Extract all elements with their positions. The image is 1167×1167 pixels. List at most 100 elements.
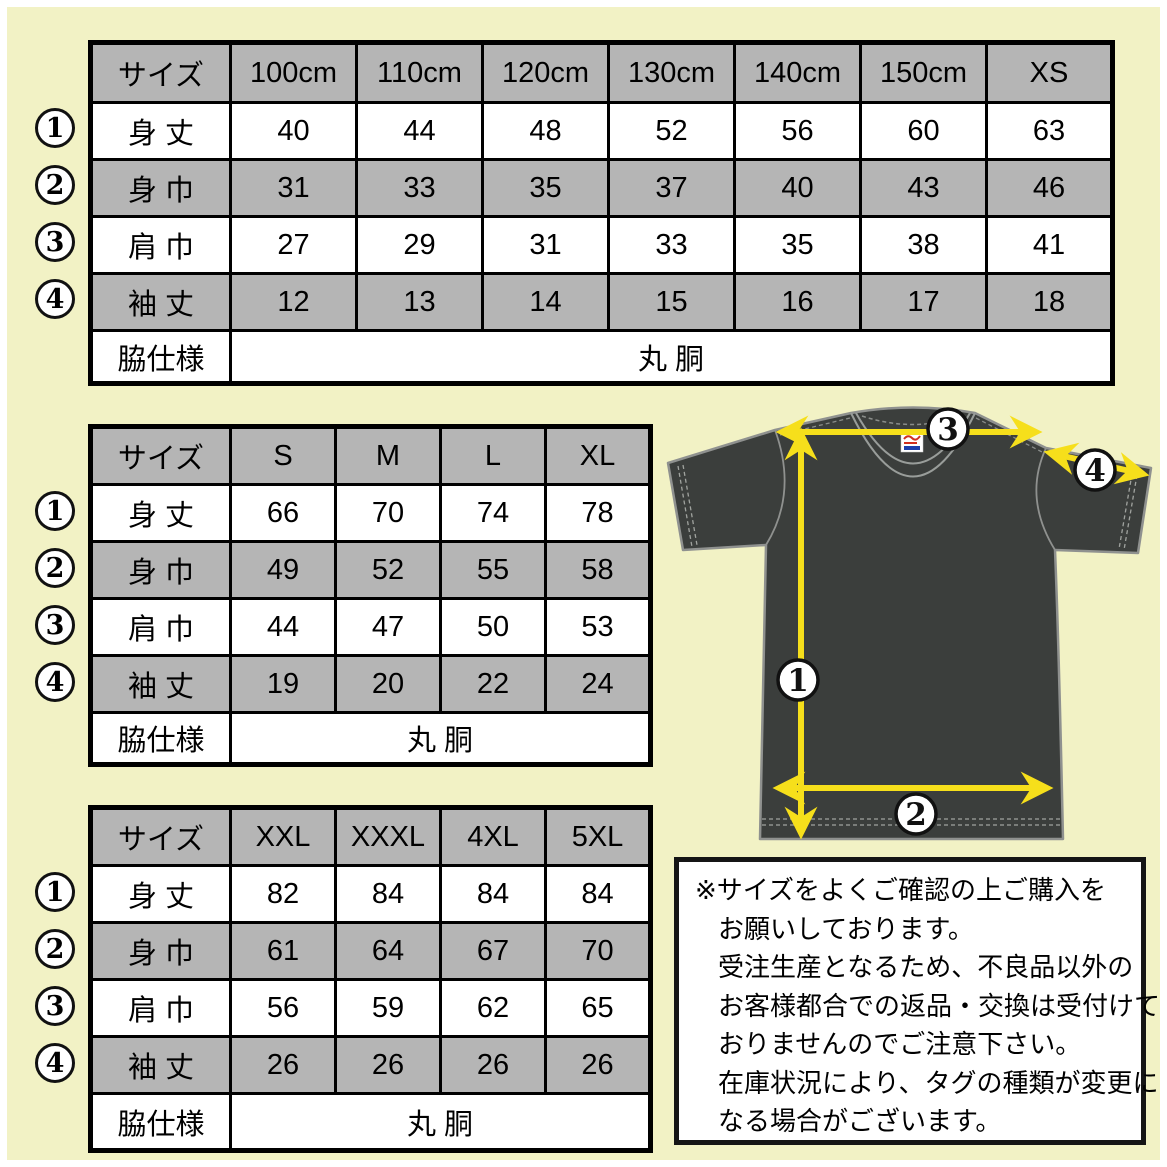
marker-digit: 2: [45, 552, 65, 584]
value-cell: 38: [859, 215, 988, 275]
row-label: 肩 巾: [89, 215, 232, 275]
col-header: 150cm: [859, 41, 988, 104]
value-cell: 70: [334, 483, 442, 543]
value-cell: 41: [985, 215, 1114, 275]
value-cell: 31: [229, 158, 358, 218]
notice-line: お願いしております。: [718, 913, 974, 944]
col-header: 140cm: [733, 41, 862, 104]
value-cell: 55: [439, 540, 547, 600]
value-cell: 12: [229, 272, 358, 332]
row-label: 身 丈: [89, 101, 232, 161]
value-cell: 29: [355, 215, 484, 275]
value-cell: 50: [439, 597, 547, 657]
value-cell: 52: [607, 101, 736, 161]
marker-digit: 1: [45, 495, 65, 527]
row-label: 身 丈: [89, 483, 232, 543]
value-cell: 60: [859, 101, 988, 161]
diagram-marker-circle: [926, 407, 970, 451]
value-cell: 65: [544, 978, 652, 1038]
col-header: XXL: [229, 806, 337, 867]
footer-label: 脇仕様: [89, 711, 232, 766]
marker-digit: 2: [45, 933, 65, 965]
col-header: 5XL: [544, 806, 652, 867]
value-cell: 26: [229, 1035, 337, 1095]
value-cell: 18: [985, 272, 1114, 332]
notice-line: なる場合がございます。: [718, 1106, 1002, 1136]
value-cell: 40: [229, 101, 358, 161]
marker-body-width: 2: [35, 165, 75, 205]
size-header: サイズ: [89, 806, 232, 867]
value-cell: 53: [544, 597, 652, 657]
row-label: 身 巾: [89, 540, 232, 600]
marker-shoulder-width: 3: [35, 222, 75, 262]
col-header: 100cm: [229, 41, 358, 104]
value-cell: 48: [481, 101, 610, 161]
value-cell: 31: [481, 215, 610, 275]
marker-body-length: 1: [35, 108, 75, 148]
marker-digit: 3: [45, 226, 65, 258]
row-label: 袖 丈: [89, 1035, 232, 1095]
col-header: XL: [544, 425, 652, 486]
adult-size-table: サイズ S M L XL 身 丈 66 70 74 78 身 巾 49 52 5…: [88, 424, 653, 767]
size-header: サイズ: [89, 41, 232, 104]
col-header: XXXL: [334, 806, 442, 867]
purchase-notice-box: ※サイズをよくご確認の上ご購入を お願いしております。 受注生産となるため、不良…: [674, 857, 1160, 1145]
footer-label: 脇仕様: [89, 329, 232, 385]
marker-digit: 4: [45, 283, 65, 315]
value-cell: 24: [544, 654, 652, 714]
col-header: 120cm: [481, 41, 610, 104]
value-cell: 26: [439, 1035, 547, 1095]
value-cell: 74: [439, 483, 547, 543]
value-cell: 61: [229, 921, 337, 981]
col-header: M: [334, 425, 442, 486]
footer-value: 丸 胴: [229, 329, 1114, 385]
value-cell: 56: [733, 101, 862, 161]
marker-sleeve-length: 4: [35, 1043, 75, 1083]
diagram-marker-1: 1: [787, 663, 809, 699]
row-label: 肩 巾: [89, 597, 232, 657]
marker-digit: 1: [45, 112, 65, 144]
col-header: L: [439, 425, 547, 486]
value-cell: 13: [355, 272, 484, 332]
marker-sleeve-length: 4: [35, 279, 75, 319]
value-cell: 26: [334, 1035, 442, 1095]
value-cell: 16: [733, 272, 862, 332]
value-cell: 70: [544, 921, 652, 981]
value-cell: 35: [481, 158, 610, 218]
value-cell: 82: [229, 864, 337, 924]
value-cell: 52: [334, 540, 442, 600]
diagram-markers: 3 4 1 2: [776, 407, 1117, 836]
footer-value: 丸 胴: [229, 711, 652, 766]
size-header: サイズ: [89, 425, 232, 486]
value-cell: 47: [334, 597, 442, 657]
footer-value: 丸 胴: [229, 1092, 652, 1152]
col-header: S: [229, 425, 337, 486]
value-cell: 62: [439, 978, 547, 1038]
value-cell: 44: [229, 597, 337, 657]
value-cell: 84: [544, 864, 652, 924]
col-header: 110cm: [355, 41, 484, 104]
tshirt-measurement-diagram: 3 4 1 2: [666, 406, 1153, 841]
marker-digit: 2: [45, 169, 65, 201]
value-cell: 19: [229, 654, 337, 714]
value-cell: 67: [439, 921, 547, 981]
value-cell: 66: [229, 483, 337, 543]
marker-shoulder-width: 3: [35, 986, 75, 1026]
value-cell: 33: [607, 215, 736, 275]
marker-digit: 4: [45, 1047, 65, 1079]
diagram-marker-circle: [776, 658, 820, 702]
value-cell: 56: [229, 978, 337, 1038]
value-cell: 78: [544, 483, 652, 543]
value-cell: 58: [544, 540, 652, 600]
value-cell: 17: [859, 272, 988, 332]
value-cell: 15: [607, 272, 736, 332]
kids-size-table: サイズ 100cm 110cm 120cm 130cm 140cm 150cm …: [88, 40, 1115, 386]
value-cell: 46: [985, 158, 1114, 218]
value-cell: 26: [544, 1035, 652, 1095]
value-cell: 64: [334, 921, 442, 981]
value-cell: 84: [334, 864, 442, 924]
marker-shoulder-width: 3: [35, 605, 75, 645]
row-label: 身 丈: [89, 864, 232, 924]
notice-line: 受注生産となるため、不良品以外の: [718, 952, 1134, 982]
plus-size-table: サイズ XXL XXXL 4XL 5XL 身 丈 82 84 84 84 身 巾…: [88, 805, 653, 1153]
